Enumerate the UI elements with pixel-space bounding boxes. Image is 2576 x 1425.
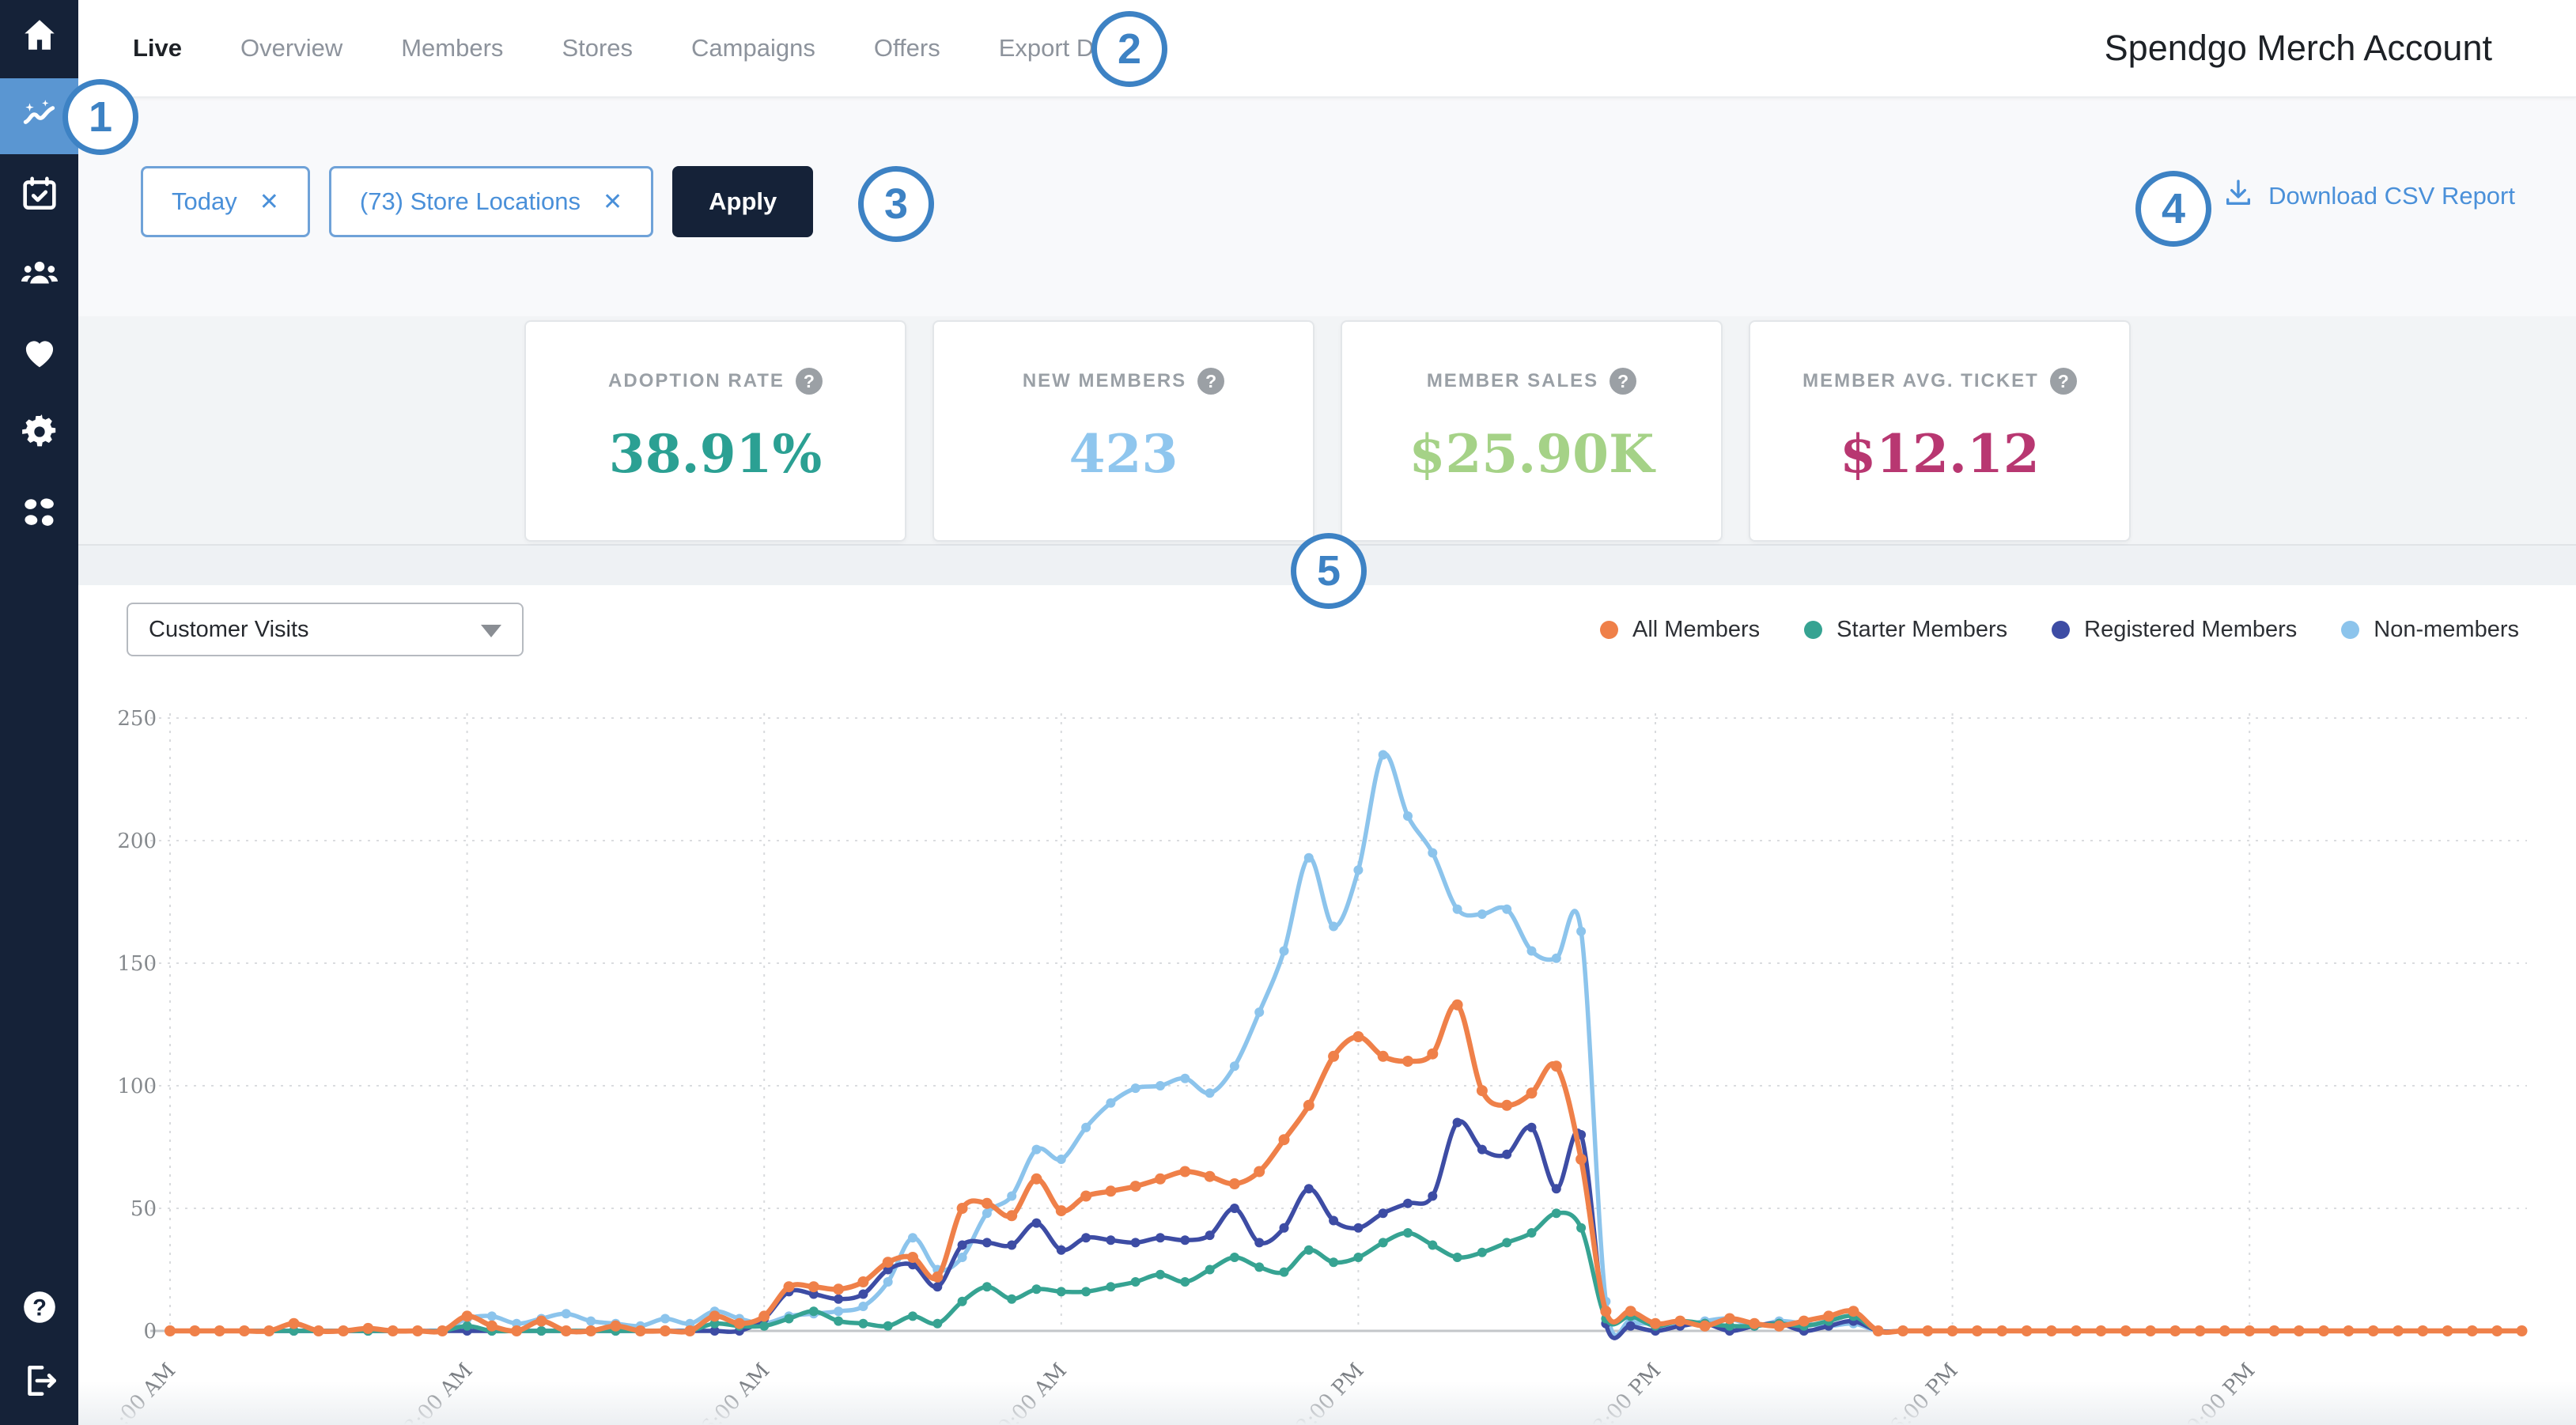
help-icon[interactable]: ?	[795, 368, 823, 395]
svg-text:9:00 AM: 9:00 AM	[994, 1359, 1072, 1425]
legend-dot	[2341, 621, 2360, 639]
help-icon[interactable]: ?	[2049, 368, 2077, 395]
remove-filter-icon[interactable]: ✕	[603, 188, 623, 215]
account-title: Spendgo Merch Account	[2104, 28, 2492, 68]
nav-tab-overview[interactable]: Overview	[240, 34, 343, 62]
top-nav: Live Overview Members Stores Campaigns Offers…	[78, 34, 1128, 62]
legend-dot	[2052, 621, 2071, 639]
kpi-value: $12.12	[1840, 423, 2040, 485]
kpi-card: ADOPTION RATE? 38.91%	[524, 320, 906, 542]
kpi-label: MEMBER AVG. TICKET	[1802, 370, 2039, 391]
nav-tab-offers[interactable]: Offers	[873, 34, 940, 62]
members-icon	[20, 253, 59, 297]
download-label: Download CSV Report	[2268, 182, 2515, 210]
kpi-value: 423	[1069, 423, 1178, 485]
kpi-card: MEMBER SALES? $25.90K	[1341, 320, 1723, 542]
annotation-circle-2: 2	[1091, 11, 1167, 87]
svg-text:100: 100	[119, 1075, 157, 1098]
calendar-icon	[20, 174, 59, 217]
svg-text:?: ?	[32, 1295, 47, 1321]
sidebar-item-settings-gear[interactable]	[0, 395, 78, 471]
nav-tab-members[interactable]: Members	[401, 34, 504, 62]
filter-chip[interactable]: Today ✕	[141, 166, 310, 237]
sidebar-item-calendar[interactable]	[0, 157, 78, 233]
sidebar-item-segments[interactable]	[0, 476, 78, 552]
kpi-value: 38.91%	[608, 423, 823, 485]
download-icon	[2222, 177, 2254, 215]
download-csv-link[interactable]: Download CSV Report	[2222, 177, 2515, 215]
svg-text:250: 250	[119, 707, 157, 731]
legend-item-non-members[interactable]: Non-members	[2341, 617, 2519, 643]
filter-chip[interactable]: (73) Store Locations ✕	[328, 166, 654, 237]
kpi-label: ADOPTION RATE	[608, 370, 785, 391]
kpi-card: MEMBER AVG. TICKET? $12.12	[1749, 320, 2131, 542]
customer-visits-line-chart: 0 50 100 150 200 250 12:00 AM 3:00 AM 6:00 AM 9:0…	[119, 707, 2528, 1425]
kpi-label: MEMBER SALES	[1426, 370, 1599, 391]
legend-item-all-members[interactable]: All Members	[1600, 617, 1760, 643]
chevron-down-icon	[481, 625, 501, 637]
svg-text:12:00 PM: 12:00 PM	[1283, 1359, 1369, 1425]
loyalty-heart-icon	[20, 333, 59, 376]
svg-text:0: 0	[143, 1320, 157, 1344]
svg-text:9:00 PM: 9:00 PM	[2183, 1359, 2260, 1425]
filter-chip-label: (73) Store Locations	[359, 187, 581, 215]
logout-icon	[20, 1361, 59, 1404]
top-header: Live Overview Members Stores Campaigns Offers…	[78, 0, 2576, 97]
series-line-registered-members	[168, 1119, 2525, 1340]
apply-button[interactable]: Apply	[672, 166, 814, 237]
filter-chips-row: Today ✕ (73) Store Locations ✕ Apply	[141, 166, 814, 237]
nav-tab-stores[interactable]: Stores	[562, 34, 634, 62]
legend-item-registered-members[interactable]: Registered Members	[2052, 617, 2297, 643]
svg-text:6:00 PM: 6:00 PM	[1886, 1359, 1962, 1425]
sidebar-item-members[interactable]	[0, 236, 78, 312]
legend-label: Non-members	[2374, 617, 2519, 642]
chart-panel: Customer Visits All Members Starter Membe…	[78, 585, 2576, 1425]
sidebar-item-loyalty-heart[interactable]	[0, 316, 78, 392]
sidebar: ?	[0, 0, 78, 1425]
annotation-circle-1: 1	[62, 79, 138, 155]
kpi-cards: ADOPTION RATE? 38.91% NEW MEMBERS? 423 MEMBE…	[524, 320, 2131, 542]
svg-text:200: 200	[119, 830, 157, 853]
segments-icon	[20, 493, 59, 536]
settings-gear-icon	[20, 412, 59, 455]
legend-label: Registered Members	[2084, 617, 2298, 642]
metric-dropdown[interactable]: Customer Visits	[127, 603, 524, 656]
remove-filter-icon[interactable]: ✕	[259, 188, 279, 215]
kpi-card: NEW MEMBERS? 423	[932, 320, 1314, 542]
series-line-all-members	[167, 1001, 2525, 1336]
annotation-circle-5: 5	[1291, 533, 1367, 609]
svg-text:6:00 AM: 6:00 AM	[697, 1359, 774, 1425]
svg-text:3:00 PM: 3:00 PM	[1589, 1359, 1666, 1425]
chart-legend: All Members Starter Members Registered Mem…	[1600, 617, 2519, 643]
help-icon: ?	[20, 1287, 59, 1331]
legend-dot	[1804, 621, 1823, 639]
nav-tab-campaigns[interactable]: Campaigns	[691, 34, 815, 62]
home-icon	[20, 15, 59, 59]
legend-dot	[1600, 621, 1619, 639]
kpi-value: $25.90K	[1409, 423, 1655, 485]
svg-text:50: 50	[131, 1197, 157, 1221]
kpi-label: NEW MEMBERS	[1022, 370, 1187, 391]
annotation-circle-3: 3	[858, 166, 934, 242]
legend-label: Starter Members	[1836, 617, 2008, 642]
help-icon[interactable]: ?	[1197, 368, 1225, 395]
nav-tab-live[interactable]: Live	[133, 34, 183, 62]
kpi-section: ADOPTION RATE? 38.91% NEW MEMBERS? 423 MEMBE…	[78, 316, 2576, 546]
svg-text:150: 150	[119, 952, 157, 976]
sidebar-item-help[interactable]: ?	[0, 1271, 78, 1347]
svg-text:3:00 AM: 3:00 AM	[399, 1359, 477, 1425]
series-line-starter-members	[168, 1210, 2525, 1335]
help-icon[interactable]: ?	[1610, 368, 1637, 395]
legend-item-starter-members[interactable]: Starter Members	[1804, 617, 2007, 643]
metric-dropdown-value: Customer Visits	[149, 616, 309, 642]
sidebar-item-home[interactable]	[0, 0, 78, 74]
annotation-circle-4: 4	[2135, 171, 2211, 247]
analytics-icon	[20, 95, 59, 138]
legend-label: All Members	[1632, 617, 1761, 642]
svg-text:12:00 AM: 12:00 AM	[119, 1359, 180, 1425]
sidebar-item-logout[interactable]	[0, 1344, 78, 1420]
filter-chip-label: Today	[172, 187, 237, 215]
